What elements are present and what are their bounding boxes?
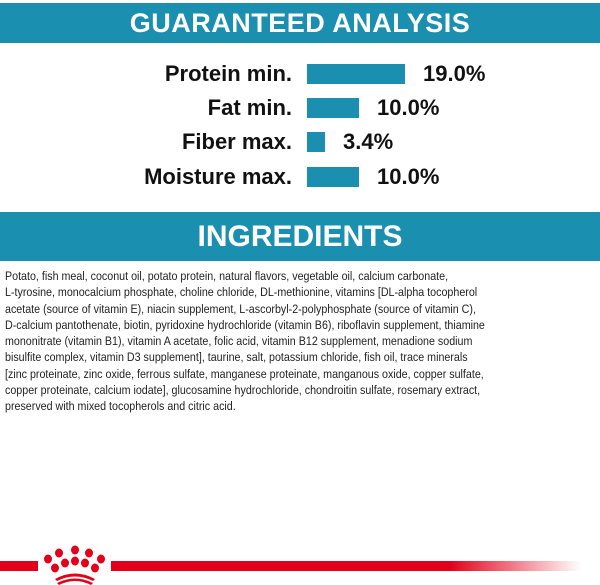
nutrient-bar [307, 167, 359, 187]
nutrient-bar [307, 98, 359, 118]
ingredients-line: D-calcium pantothenate, biotin, pyridoxi… [5, 317, 485, 332]
analysis-row: Fiber max. 3.4% [0, 130, 600, 154]
nutrient-value: 10.0% [377, 164, 440, 189]
ingredients-line: [zinc proteinate, zinc oxide, ferrous su… [5, 366, 484, 381]
analysis-row: Fat min. 10.0% [0, 96, 600, 120]
royal-canin-logo [0, 545, 581, 585]
nutrient-bar [307, 64, 405, 84]
nutrient-value: 10.0% [377, 95, 440, 120]
nutrient-bar [307, 132, 325, 152]
nutrient-label: Protein min. [164, 61, 292, 86]
nutrient-value: 19.0% [423, 61, 486, 86]
ingredients-line: copper proteinate, calcium iodate], gluc… [5, 383, 481, 398]
ingredients-line: preserved with mixed tocopherols and cit… [5, 399, 236, 414]
ingredients-line: bisulfite complex, vitamin D3 supplement… [5, 350, 468, 365]
nutrient-label: Moisture max. [144, 164, 292, 189]
ingredients-line: mononitrate (vitamin B1), vitamin A acet… [5, 334, 473, 349]
crown-icon [44, 545, 105, 585]
ingredients-line: acetate (source of vitamin E), niacin su… [5, 301, 476, 316]
red-line-right [111, 561, 581, 571]
nutrient-label: Fiber max. [181, 129, 292, 154]
nutrient-label: Fat min. [207, 95, 292, 120]
ingredients-header: INGREDIENTS [0, 212, 600, 261]
ingredients-line: Potato, fish meal, coconut oil, potato p… [5, 269, 449, 283]
guaranteed-analysis-header: GUARANTEED ANALYSIS [0, 3, 600, 43]
ingredients-text: Potato, fish meal, coconut oil, potato p… [5, 268, 597, 415]
ingredients-line: L-tyrosine, monocalcium phosphate, choli… [5, 285, 478, 300]
analysis-row: Protein min. 19.0% [0, 62, 600, 86]
analysis-row: Moisture max. 10.0% [0, 165, 600, 189]
red-line-left [0, 561, 38, 571]
nutrient-value: 3.4% [343, 129, 394, 154]
